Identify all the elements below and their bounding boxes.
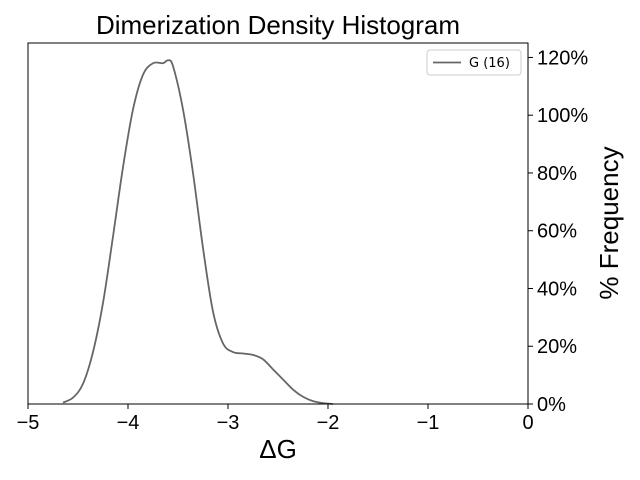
x-tick-label: 0	[522, 412, 533, 434]
plot-area	[62, 59, 334, 405]
y-tick-label: 20%	[537, 336, 577, 358]
y-tick-label: 120%	[537, 47, 588, 69]
y-axis: 0% 20% 40% 60% 80% 100% 120%	[528, 47, 588, 416]
x-axis-label: ΔG	[259, 434, 297, 464]
y-tick-label: 60%	[537, 221, 577, 243]
series-line-0	[62, 59, 334, 405]
y-tick-label: 40%	[537, 278, 577, 300]
x-tick-label: −5	[17, 412, 40, 434]
y-tick-label: 80%	[537, 163, 577, 185]
x-axis: −5 −4 −3 −2 −1 0	[17, 404, 534, 434]
x-tick-label: −1	[417, 412, 440, 434]
y-tick-label: 0%	[537, 394, 566, 416]
y-tick-label: 100%	[537, 105, 588, 127]
chart-title: Dimerization Density Histogram	[96, 10, 460, 40]
x-tick-label: −3	[217, 412, 240, 434]
legend-box	[426, 49, 522, 76]
x-tick-label: −2	[317, 412, 340, 434]
plot-frame	[27, 42, 529, 405]
y-axis-label: % Frequency	[594, 146, 624, 299]
x-tick-label: −4	[117, 412, 140, 434]
legend: G (16)	[426, 49, 522, 76]
legend-entry: G (16)	[469, 56, 510, 71]
